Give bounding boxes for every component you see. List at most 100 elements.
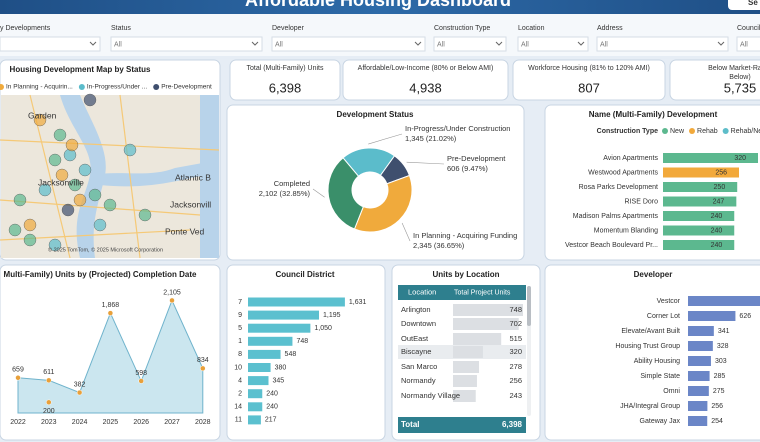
cell[interactable]: Normandy (401, 376, 436, 385)
map-point[interactable] (55, 168, 69, 182)
map-point[interactable] (33, 113, 47, 127)
legend-dot (662, 128, 668, 134)
point (138, 378, 144, 384)
bar (663, 211, 735, 221)
cell[interactable]: Biscayne (401, 347, 431, 356)
data-bar (453, 390, 476, 402)
map-point[interactable] (38, 183, 52, 197)
map-point[interactable] (103, 198, 117, 212)
filter-dropdown[interactable] (271, 36, 426, 52)
kpi-label: Affordable/Low-Income (80% or Below AMI) (358, 65, 494, 72)
cell[interactable]: 243 (509, 391, 522, 400)
category-label: 5 (238, 325, 242, 332)
donut-value-label: 2,345 (36.65%) (413, 241, 465, 250)
kpi-label: Workforce Housing (81% to 120% AMI) (528, 65, 650, 72)
bar (248, 363, 271, 372)
value-label: 2,105 (163, 289, 181, 296)
map-point[interactable] (73, 193, 87, 207)
cell[interactable]: Arlington (401, 305, 431, 314)
filter-dropdown[interactable] (596, 36, 729, 52)
filter-value[interactable]: All (600, 41, 608, 48)
data-bar (453, 333, 502, 345)
category-label: Gateway Jax (640, 418, 681, 425)
map-point[interactable] (123, 143, 137, 157)
map-point[interactable] (48, 153, 62, 167)
map-point[interactable] (13, 193, 27, 207)
leader-line (312, 188, 325, 198)
filter-dropdown[interactable] (736, 36, 760, 52)
panel (226, 104, 525, 261)
filter-chevron[interactable] (495, 41, 503, 46)
map-point[interactable] (65, 138, 79, 152)
cell[interactable]: San Marco (401, 362, 437, 371)
value-label: 240 (711, 213, 723, 220)
legend-title: Construction Type (597, 128, 658, 135)
map-point[interactable] (68, 178, 82, 192)
chart-title: Multi-Family) Units by (Projected) Compl… (4, 270, 197, 279)
total-value: 6,398 (502, 420, 523, 429)
filter-label: Status (111, 25, 131, 32)
kpi-value: 5,735 (724, 80, 757, 95)
filter-chevron[interactable] (717, 41, 725, 46)
bar (248, 389, 263, 399)
value-label: 1,868 (102, 302, 120, 309)
scrollbar-thumb[interactable] (527, 286, 531, 326)
cell[interactable]: 748 (509, 305, 522, 314)
map-point[interactable] (78, 163, 92, 177)
bar (688, 386, 709, 396)
map-point[interactable] (48, 238, 62, 252)
filter-value[interactable]: All (437, 41, 445, 48)
category-label: 2 (238, 391, 242, 398)
cell[interactable]: 702 (509, 319, 522, 328)
data-bar (453, 375, 477, 387)
filter-value[interactable]: All (740, 41, 748, 48)
donut-slice (327, 157, 364, 230)
category-label: Simple State (640, 373, 680, 380)
cell[interactable]: OutEast (401, 334, 429, 343)
bar (688, 311, 736, 321)
cell[interactable]: 278 (509, 362, 522, 371)
header-button-label[interactable]: Se (748, 0, 758, 7)
filter-dropdown[interactable] (433, 36, 507, 52)
map-point[interactable] (93, 218, 107, 232)
map-point[interactable] (83, 93, 97, 107)
filter-chevron[interactable] (89, 41, 97, 46)
area (17, 299, 204, 414)
bar (688, 356, 711, 366)
filter-value[interactable]: All (521, 41, 529, 48)
map-point[interactable] (138, 208, 152, 222)
filter-chevron[interactable] (251, 41, 259, 46)
cell[interactable]: 320 (509, 347, 522, 356)
map-point[interactable] (61, 203, 75, 217)
point (46, 377, 52, 384)
filter-value[interactable]: All (275, 41, 283, 48)
map-point[interactable] (88, 188, 102, 202)
panel (342, 59, 509, 101)
value-label: 659 (12, 367, 24, 374)
map-point[interactable] (8, 223, 22, 237)
bar (663, 182, 738, 192)
cell[interactable]: 515 (509, 334, 522, 343)
value-label: 303 (715, 358, 727, 365)
cell[interactable]: 256 (509, 376, 522, 385)
value-label: 1,195 (323, 312, 341, 319)
value-label: 341 (718, 328, 730, 335)
bar (663, 167, 739, 178)
filter-value[interactable]: All (114, 41, 122, 48)
filter-chevron[interactable] (414, 41, 422, 46)
map-point[interactable] (23, 218, 37, 232)
donut-value-label: 1,345 (21.02%) (405, 134, 457, 143)
map-point[interactable] (53, 128, 67, 142)
cell[interactable]: Normandy Village (401, 391, 460, 400)
header-button[interactable] (728, 0, 760, 10)
filter-dropdown[interactable] (0, 36, 101, 52)
cell[interactable]: Downtown (401, 319, 436, 328)
map-legend-label: In-Progress/Under ... (87, 84, 148, 91)
value-label: 748 (296, 338, 308, 345)
map-point[interactable] (23, 233, 37, 247)
filter-chevron[interactable] (577, 41, 585, 46)
filter-dropdown[interactable] (517, 36, 589, 52)
filter-dropdown[interactable] (110, 36, 263, 52)
x-tick-label: 2026 (133, 419, 149, 426)
x-tick-label: 2025 (103, 419, 119, 426)
